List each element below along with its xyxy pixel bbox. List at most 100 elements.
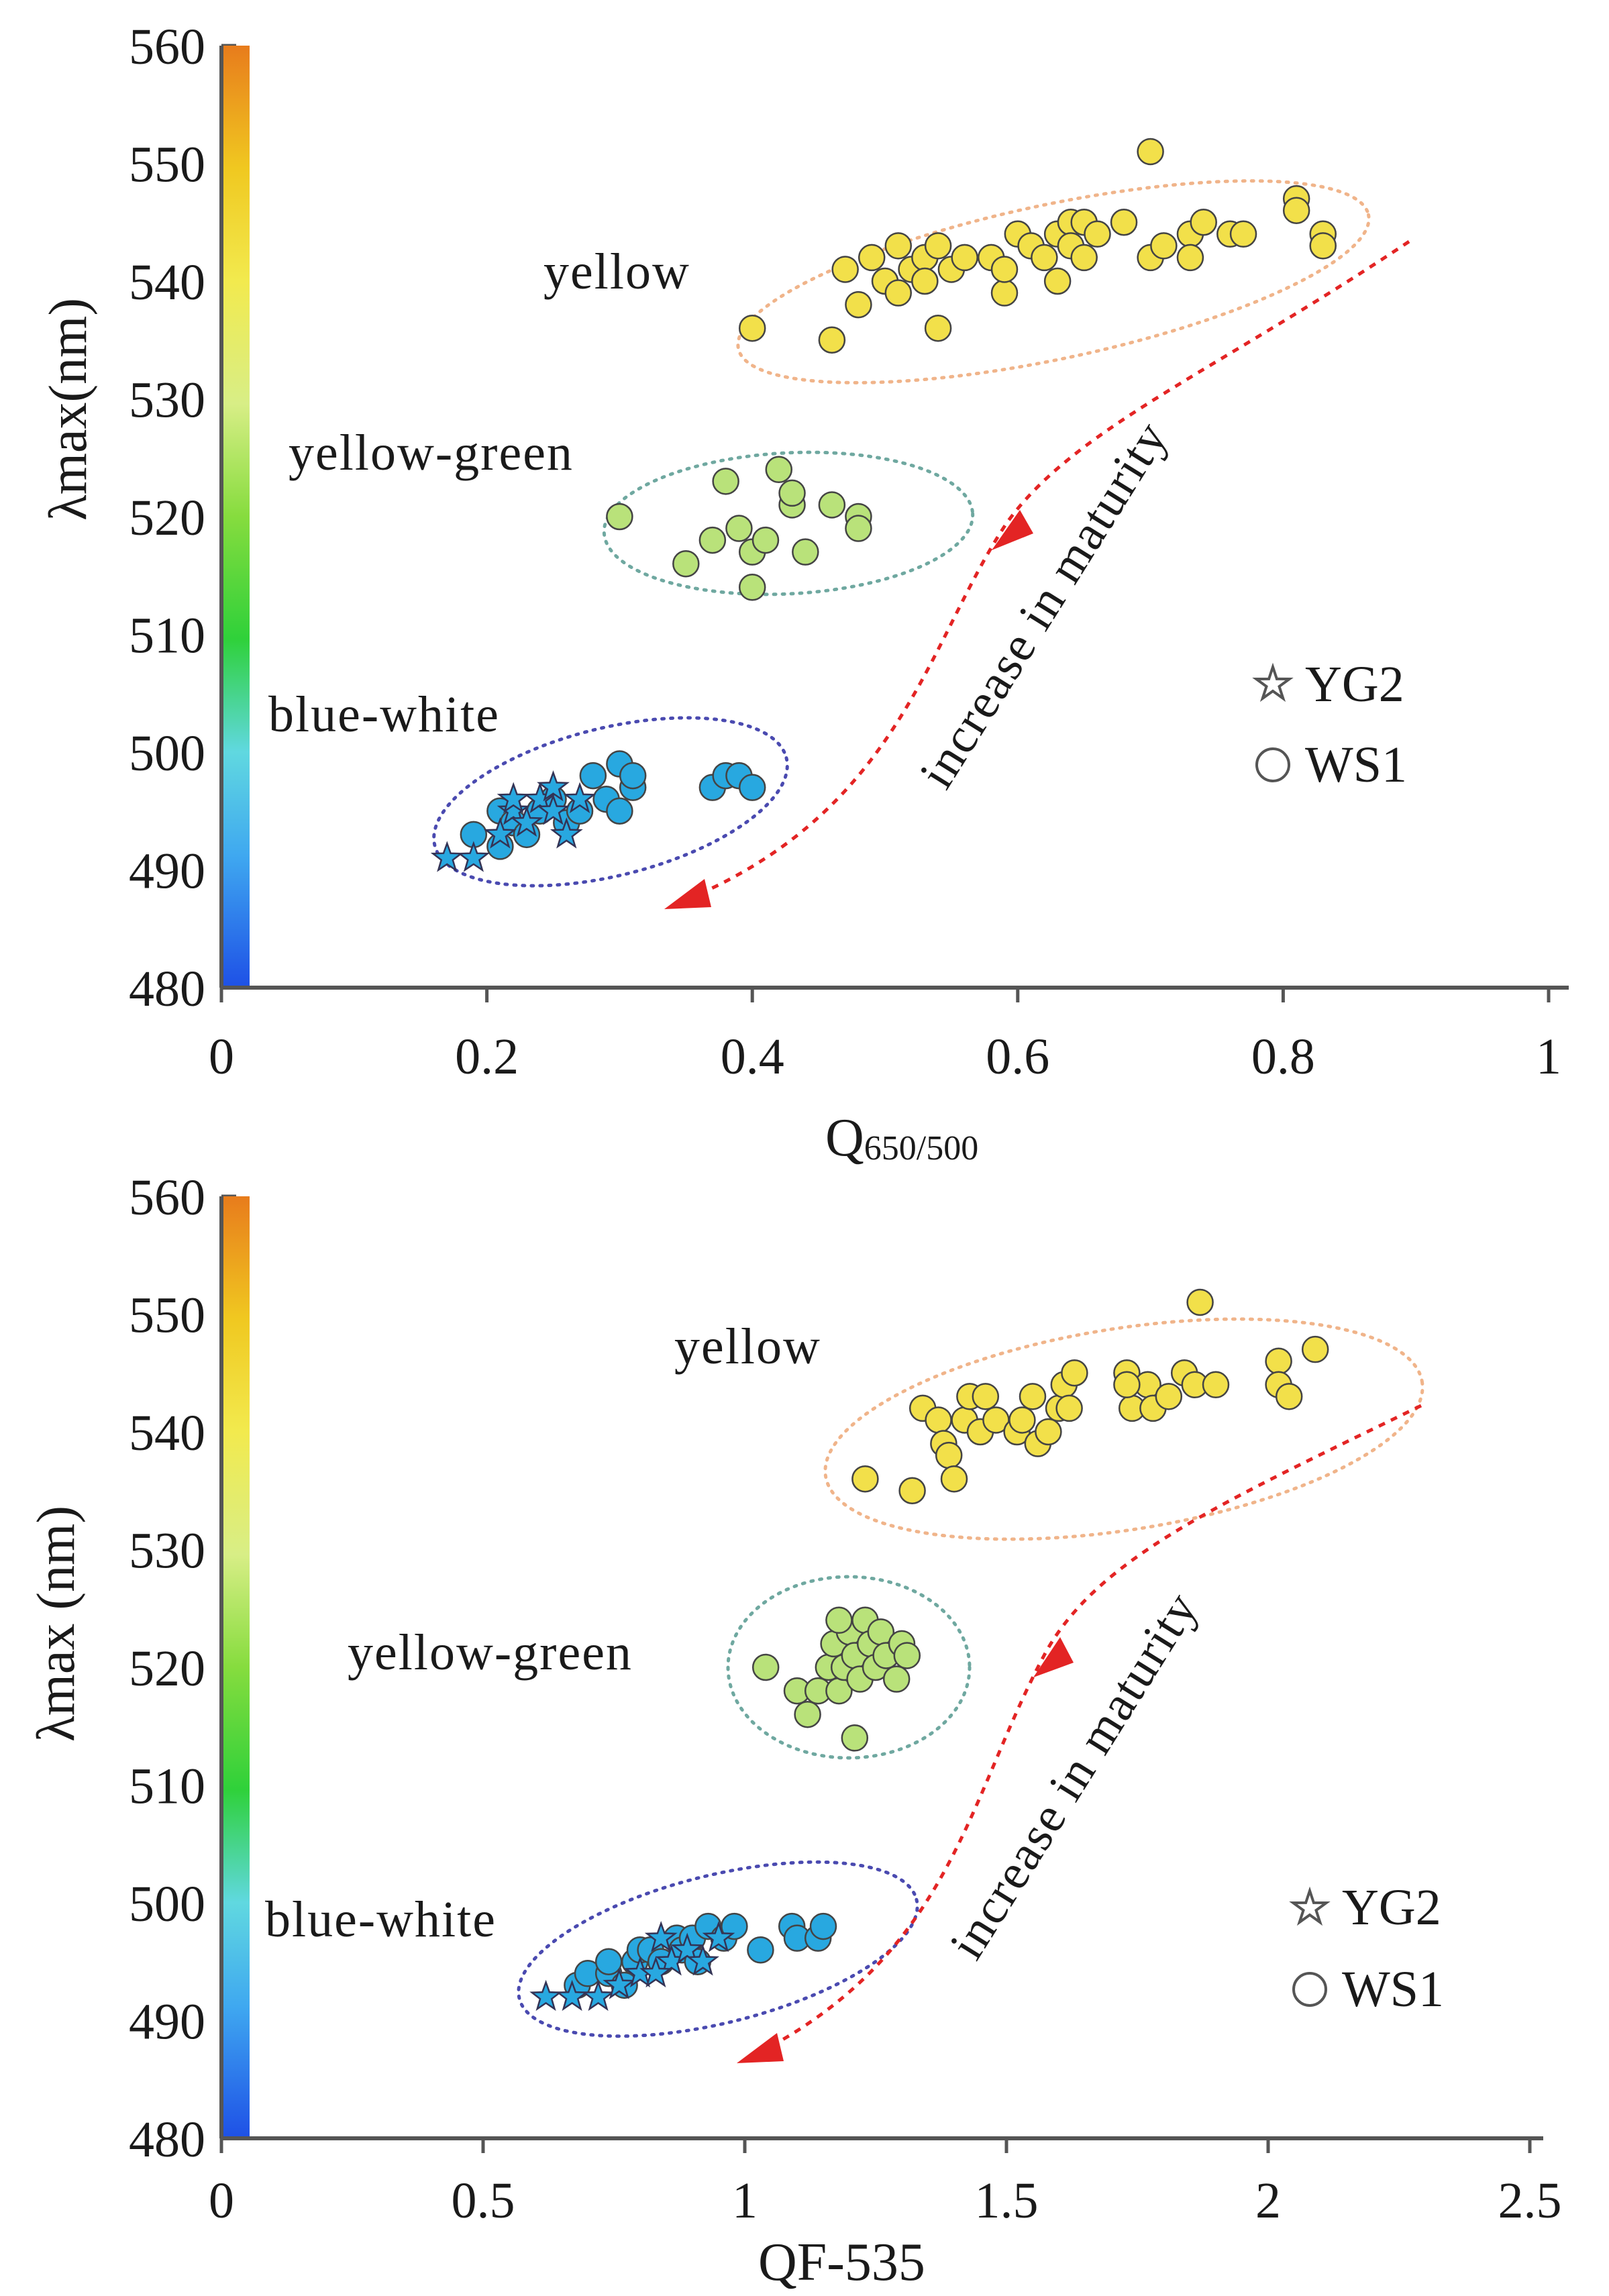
data-point-ws1 bbox=[1202, 1371, 1230, 1399]
group-label-blue-white: blue-white bbox=[268, 686, 500, 743]
data-point-ws1 bbox=[884, 232, 913, 260]
y-tick-label: 550 bbox=[129, 137, 205, 193]
yellow-green-group-ellipse bbox=[726, 1575, 972, 1760]
data-point-ws1 bbox=[898, 1477, 926, 1504]
data-point-yg2 bbox=[556, 1979, 588, 2012]
data-point-yg2 bbox=[582, 1979, 615, 2012]
data-point-ws1 bbox=[1110, 209, 1138, 236]
data-point-ws1 bbox=[1035, 1418, 1062, 1446]
data-point-ws1 bbox=[935, 1441, 963, 1469]
data-point-ws1 bbox=[738, 774, 766, 801]
data-point-ws1 bbox=[778, 479, 806, 507]
data-point-ws1 bbox=[924, 232, 952, 260]
x-tick-label: 1 bbox=[1536, 1029, 1561, 1085]
data-point-ws1 bbox=[792, 538, 819, 566]
data-point-ws1 bbox=[606, 503, 633, 531]
data-point-ws1 bbox=[882, 1665, 911, 1693]
y-tick-label: 500 bbox=[129, 1876, 205, 1932]
data-point-ws1 bbox=[1155, 1383, 1183, 1410]
data-point-ws1 bbox=[940, 1465, 968, 1493]
data-point-ws1 bbox=[809, 1912, 837, 1940]
x-tick-label: 0.4 bbox=[721, 1029, 784, 1085]
data-point-yg2 bbox=[430, 841, 464, 872]
x-tick-label: 1.5 bbox=[975, 2173, 1039, 2229]
y-tick-label: 520 bbox=[129, 1640, 205, 1697]
y-tick-label: 480 bbox=[129, 2111, 205, 2168]
blue-white-group-ellipse bbox=[517, 1860, 919, 2038]
y-tick-label: 480 bbox=[129, 961, 205, 1017]
data-point-yg2 bbox=[497, 782, 530, 814]
data-point-ws1 bbox=[1043, 267, 1072, 295]
data-point-ws1 bbox=[698, 526, 727, 554]
data-point-ws1 bbox=[738, 574, 766, 601]
blue-white-group-ellipse bbox=[432, 716, 789, 888]
data-point-ws1 bbox=[712, 468, 739, 495]
data-point-ws1 bbox=[1137, 138, 1164, 166]
data-point-ws1 bbox=[1070, 244, 1098, 272]
colorbar bbox=[221, 46, 250, 988]
data-point-ws1 bbox=[845, 515, 872, 542]
group-label-yellow-green: yellow-green bbox=[289, 425, 574, 481]
data-point-yg2 bbox=[483, 817, 517, 849]
data-point-ws1 bbox=[1190, 209, 1217, 236]
colorbar bbox=[221, 1196, 250, 2138]
data-point-ws1 bbox=[845, 291, 872, 319]
group-label-yellow: yellow bbox=[674, 1318, 821, 1375]
data-point-ws1 bbox=[911, 267, 939, 295]
data-point-ws1 bbox=[1113, 1371, 1141, 1399]
data-point-ws1 bbox=[1084, 220, 1111, 248]
y-axis-label: λmax(nm) bbox=[39, 298, 98, 521]
data-point-yg2 bbox=[537, 770, 570, 802]
x-tick-label: 2 bbox=[1255, 2173, 1281, 2229]
data-point-ws1 bbox=[851, 1465, 879, 1493]
data-point-ws1 bbox=[1282, 197, 1310, 224]
trend-arrowhead-end bbox=[737, 2033, 784, 2063]
yellow-group-ellipse bbox=[823, 1317, 1424, 1541]
top-scatter-panel: 480 490 500 510 520 530 540 550 560 0 0.2 0.4 0.6 0.8… bbox=[39, 19, 1569, 1167]
data-point-ws1 bbox=[1150, 232, 1178, 260]
x-tick-label: 0 bbox=[209, 1029, 234, 1085]
legend: YG2 WS1 bbox=[1252, 656, 1407, 793]
data-point-ws1 bbox=[1265, 1347, 1292, 1375]
maturity-trend-arrow bbox=[670, 240, 1410, 908]
y-tick-label: 510 bbox=[129, 1759, 205, 1815]
legend-circle-icon bbox=[1292, 1972, 1327, 2007]
data-point-yg2 bbox=[510, 805, 543, 837]
data-point-ws1 bbox=[925, 1406, 952, 1434]
data-point-ws1 bbox=[990, 279, 1019, 307]
y-tick-label: 530 bbox=[129, 372, 205, 429]
legend-star-icon bbox=[1289, 1886, 1331, 1926]
y-tick-label: 560 bbox=[129, 1169, 205, 1226]
y-tick-label: 540 bbox=[129, 1405, 205, 1461]
data-point-ws1 bbox=[1229, 220, 1257, 248]
x-tick-label: 0.8 bbox=[1251, 1029, 1315, 1085]
x-axis-label: Q650/500 bbox=[825, 1108, 978, 1167]
data-point-ws1 bbox=[884, 279, 913, 307]
data-point-ws1 bbox=[818, 326, 846, 354]
data-point-ws1 bbox=[858, 244, 886, 272]
y-axis-label: λmax (nm) bbox=[27, 1506, 86, 1742]
data-point-ws1 bbox=[1176, 244, 1204, 272]
data-point-ws1 bbox=[825, 1606, 853, 1634]
y-tick-label: 500 bbox=[129, 725, 205, 782]
data-point-yg2 bbox=[702, 1921, 735, 1952]
y-tick-label: 550 bbox=[129, 1288, 205, 1344]
y-tick-label: 530 bbox=[129, 1523, 205, 1579]
trend-arrowhead-mid bbox=[992, 510, 1033, 550]
data-point-ws1 bbox=[1309, 232, 1337, 260]
data-point-yg2 bbox=[537, 794, 570, 825]
trend-label: increase in maturity bbox=[939, 1582, 1209, 1969]
data-point-ws1 bbox=[924, 314, 952, 342]
data-point-ws1 bbox=[951, 244, 978, 272]
y-tick-label: 540 bbox=[129, 254, 205, 311]
data-point-ws1 bbox=[1186, 1288, 1214, 1316]
data-point-yg2 bbox=[670, 1932, 704, 1964]
trend-arrowhead-end bbox=[664, 879, 711, 909]
legend: YG2 WS1 bbox=[1289, 1879, 1444, 2018]
data-point-yg2 bbox=[457, 841, 490, 872]
x-tick-label: 0.5 bbox=[452, 2173, 515, 2229]
legend-circle-icon bbox=[1255, 747, 1290, 782]
data-point-ws1 bbox=[1031, 244, 1058, 272]
